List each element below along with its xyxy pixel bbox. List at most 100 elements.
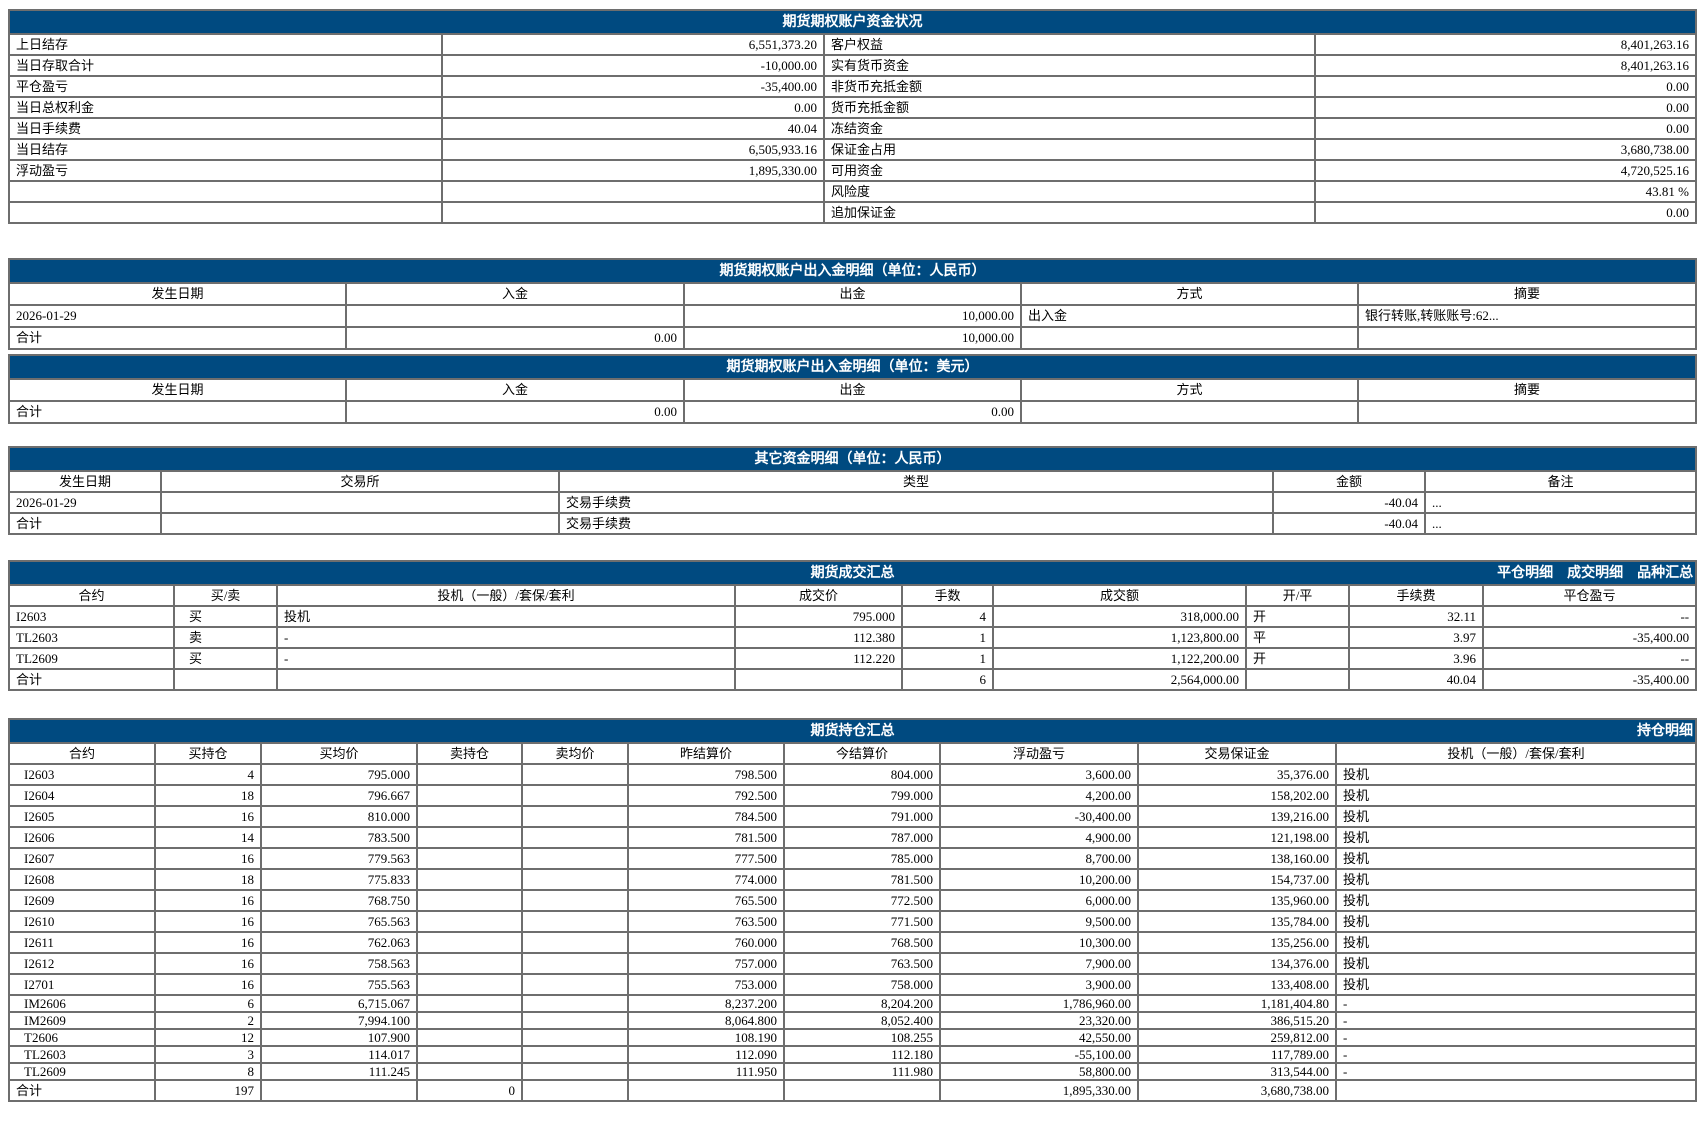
other-funds-table: 其它资金明细（单位：人民币） 发生日期 交易所 类型 金额 备注 2026-01-29 交易手… <box>8 446 1697 535</box>
section-title: 期货期权账户出入金明细（单位：人民币） <box>8 258 1697 284</box>
table-cell: 318,000.00 <box>992 605 1247 628</box>
table-row: I2607 16 779.563 777.500 785.000 8,700.00 138,… <box>8 847 1698 870</box>
table-row: 当日总权利金 0.00 货币充抵金额 0.00 <box>8 96 1697 119</box>
table-cell: I2607 <box>8 847 156 870</box>
table-cell: 14 <box>154 826 262 849</box>
table-row: 追加保证金 0.00 <box>8 201 1697 224</box>
table-cell: TL2609 <box>8 647 175 670</box>
table-cell: 154,737.00 <box>1137 868 1337 891</box>
table-cell: 114.017 <box>260 1045 418 1064</box>
table-cell <box>8 201 443 224</box>
section-title-text: 其它资金明细（单位：人民币） <box>754 451 951 467</box>
table-cell: 112.090 <box>627 1045 785 1064</box>
column-header-row: 发生日期 入金 出金 方式 摘要 <box>8 378 1698 402</box>
table-row: I2611 16 762.063 760.000 768.500 10,300.00 135… <box>8 931 1698 954</box>
positions-table: 期货持仓汇总 持仓明细 合约 买持仓 买均价 卖持仓 卖均价 昨结算价 今结算价 浮动盈亏 交易保证… <box>7 718 1698 1102</box>
table-cell <box>160 512 560 535</box>
table-cell <box>783 1079 941 1102</box>
column-header: 入金 <box>345 378 685 402</box>
column-header: 买/卖 <box>173 584 278 607</box>
table-cell: 投机 <box>1334 910 1698 933</box>
table-cell <box>416 868 523 891</box>
table-cell: -35,400.00 <box>441 75 825 98</box>
section-title-text: 期货持仓汇总 <box>810 723 895 739</box>
table-row: I2606 14 783.500 781.500 787.000 4,900.00 121,… <box>8 826 1698 849</box>
column-header: 出金 <box>683 282 1022 306</box>
table-cell <box>416 1062 523 1081</box>
table-cell: I2611 <box>8 931 156 954</box>
table-cell: 客户权益 <box>823 33 1316 56</box>
table-cell <box>416 952 523 975</box>
link-trade-summary-1[interactable]: 成交明细 <box>1567 565 1624 581</box>
table-row: IM2606 6 6,715.067 8,237.200 8,204.200 1,786,… <box>8 994 1698 1013</box>
table-cell: 4,720,525.16 <box>1314 159 1697 182</box>
table-cell: 42,550.00 <box>939 1028 1139 1047</box>
link-trade-summary-0[interactable]: 平仓明细 <box>1497 565 1554 581</box>
table-cell: ... <box>1424 512 1697 535</box>
column-header: 买持仓 <box>154 742 262 765</box>
column-header: 交易保证金 <box>1137 742 1337 765</box>
column-header: 手数 <box>901 584 994 607</box>
table-cell: - <box>276 647 736 670</box>
table-cell <box>521 952 629 975</box>
table-cell: 投机 <box>1334 952 1698 975</box>
table-cell: - <box>1334 1011 1698 1030</box>
table-cell: 合计 <box>8 668 175 691</box>
table-cell: 1,895,330.00 <box>441 159 825 182</box>
table-row: 平仓盈亏 -35,400.00 非货币充抵金额 0.00 <box>8 75 1697 98</box>
table-row: 当日手续费 40.04 冻结资金 0.00 <box>8 117 1697 140</box>
table-cell: 卖 <box>173 626 278 649</box>
table-cell: 当日结存 <box>8 138 443 161</box>
table-cell: 交易手续费 <box>558 512 1274 535</box>
table-cell: 197 <box>154 1079 262 1102</box>
table-cell: 757.000 <box>627 952 785 975</box>
table-row: TL2609 8 111.245 111.950 111.980 58,800.00 313… <box>8 1062 1698 1081</box>
table-cell: 117,789.00 <box>1137 1045 1337 1064</box>
table-cell: 6,000.00 <box>939 889 1139 912</box>
table-cell: 2,564,000.00 <box>992 668 1247 691</box>
table-cell: 10,300.00 <box>939 931 1139 954</box>
table-cell: 开 <box>1245 605 1350 628</box>
table-cell: 760.000 <box>627 931 785 954</box>
table-cell: 313,544.00 <box>1137 1062 1337 1081</box>
table-cell <box>521 868 629 891</box>
table-cell: 16 <box>154 847 262 870</box>
table-cell: 755.563 <box>260 973 418 996</box>
column-header: 手续费 <box>1348 584 1484 607</box>
table-cell: I2604 <box>8 784 156 807</box>
table-cell: 810.000 <box>260 805 418 828</box>
table-cell: -10,000.00 <box>441 54 825 77</box>
table-cell: TL2609 <box>8 1062 156 1081</box>
table-cell <box>521 994 629 1013</box>
link-positions-0[interactable]: 持仓明细 <box>1637 723 1694 739</box>
table-cell: 4 <box>901 605 994 628</box>
table-row: I2604 18 796.667 792.500 799.000 4,200.00 158,… <box>8 784 1698 807</box>
section-title-row: 期货成交汇总 平仓明细 成交明细 品种汇总 <box>7 560 1698 586</box>
table-row: I2610 16 765.563 763.500 771.500 9,500.00 135,… <box>8 910 1698 933</box>
table-cell: 投机 <box>1334 973 1698 996</box>
total-row: 合计 交易手续费 -40.04... <box>8 512 1697 535</box>
table-cell: 3.97 <box>1348 626 1484 649</box>
table-cell: 134,376.00 <box>1137 952 1337 975</box>
table-cell: -40.04 <box>1272 491 1426 514</box>
table-cell: 投机 <box>1334 868 1698 891</box>
table-row: TL2609 买 -112.220 1 1,122,200.00 开 3.96 -- <box>8 647 1698 670</box>
section-title: 期货期权账户资金状况 <box>8 9 1697 35</box>
table-cell <box>416 973 523 996</box>
link-trade-summary-2[interactable]: 品种汇总 <box>1637 565 1694 581</box>
column-header: 成交额 <box>992 584 1247 607</box>
deposit-cny-table: 期货期权账户出入金明细（单位：人民币） 发生日期 入金 出金 方式 摘要 2026-01-2… <box>8 258 1697 350</box>
table-cell <box>416 931 523 954</box>
table-cell <box>1020 400 1359 424</box>
table-cell: 795.000 <box>734 605 903 628</box>
table-cell: 3,680,738.00 <box>1314 138 1697 161</box>
table-cell <box>1020 326 1359 350</box>
table-cell: I2608 <box>8 868 156 891</box>
table-cell <box>521 784 629 807</box>
table-cell <box>260 1079 418 1102</box>
table-cell: 758.563 <box>260 952 418 975</box>
table-cell: 108.255 <box>783 1028 941 1047</box>
column-header: 备注 <box>1424 470 1697 493</box>
table-cell: 0.00 <box>345 326 685 350</box>
table-cell: 107.900 <box>260 1028 418 1047</box>
